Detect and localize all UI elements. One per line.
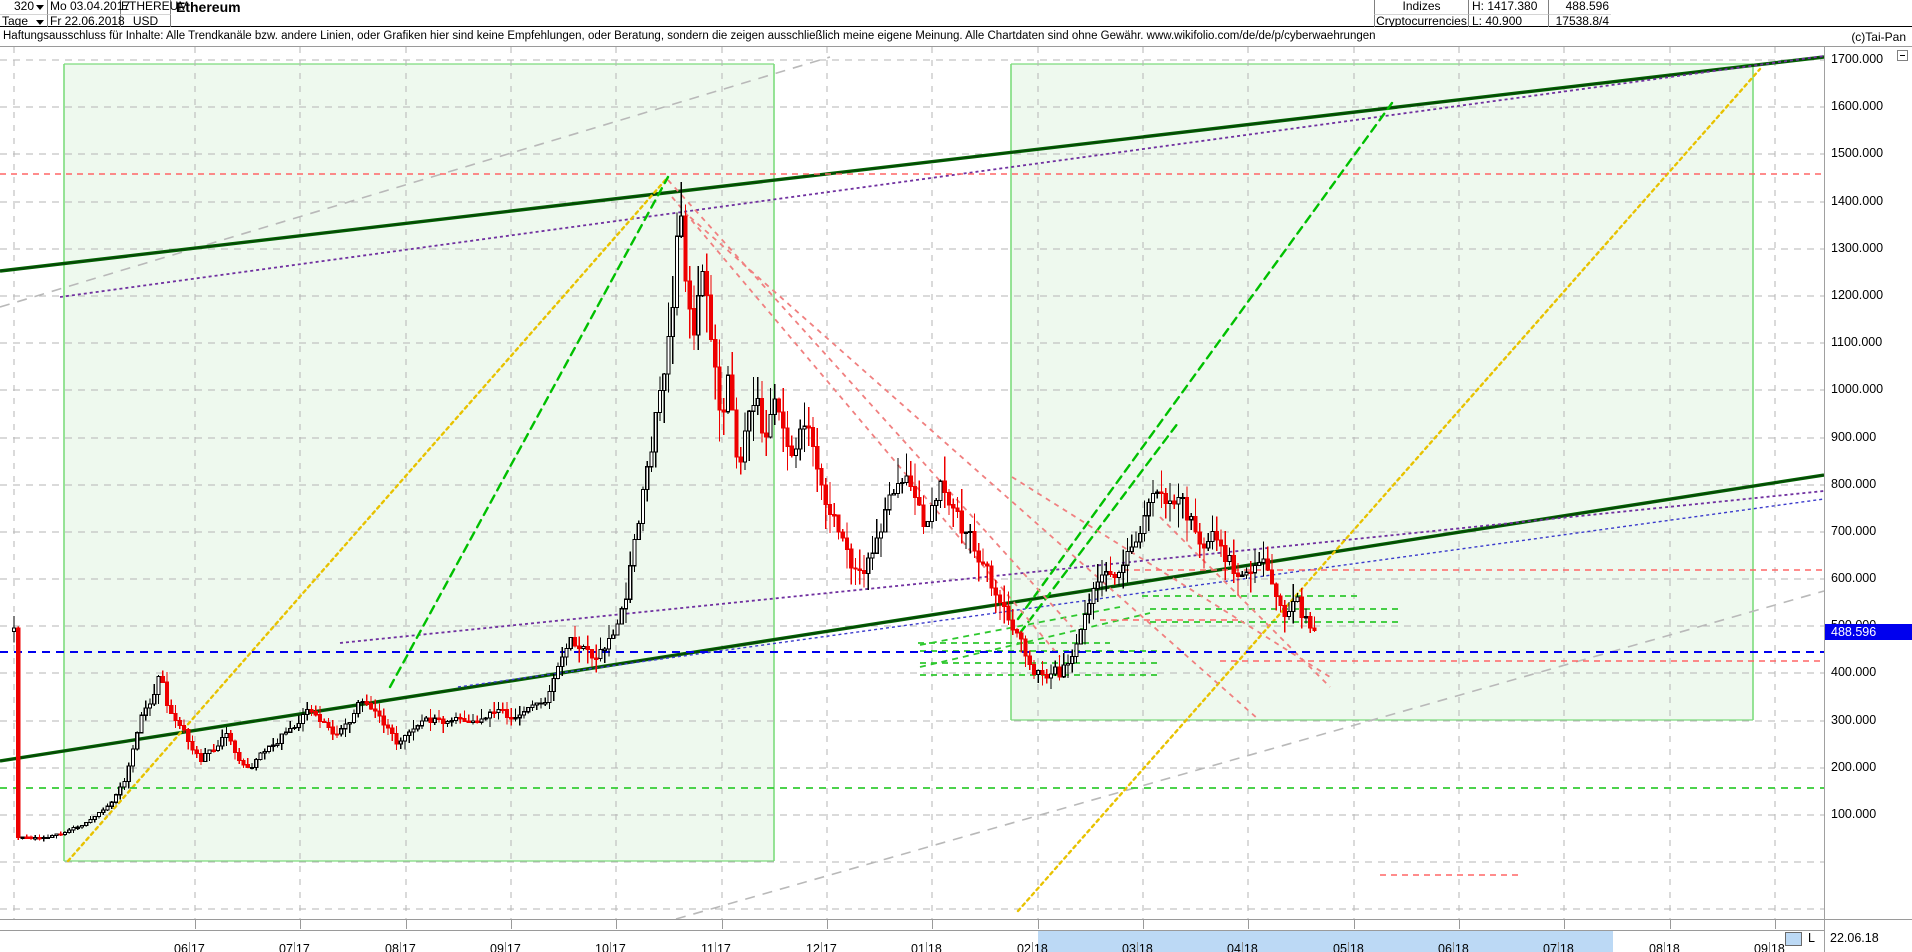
price-tick: 900.000 [1831,429,1877,444]
red-resistance-lines [0,173,1824,876]
time-tick-mark [827,920,828,929]
time-tick-mark [1775,920,1776,929]
time-tick-mark [1459,920,1460,929]
selection-date: 22.06.18 [1830,931,1879,945]
date-to-field[interactable]: Fr 22.06.2018 [48,14,125,28]
currency-label[interactable]: USD [121,14,171,28]
price-tick: 400.000 [1831,665,1877,680]
price-tick: 1400.000 [1831,193,1884,208]
collapse-icon[interactable] [1897,50,1908,61]
disclaimer-bar: Haftungsausschluss für Inhalte: Alle Tre… [0,27,1912,47]
price-tick: 1300.000 [1831,240,1884,255]
time-tick: 02 18 [1017,942,1048,952]
time-tick-mark [1564,920,1565,929]
period-unit-value: Tage [2,14,29,28]
price-tick: 1200.000 [1831,287,1884,302]
chart-plot-area[interactable] [0,47,1824,919]
volume-value: 17538.8/4 [1549,14,1611,28]
price-tick: 1000.000 [1831,382,1884,397]
chart-canvas [0,47,1824,919]
time-tick: 07 18 [1543,942,1574,952]
candlestick-series [11,181,1317,842]
period-high-value: H: 1417.380 [1469,0,1549,14]
period-low-value: L: 40.900 [1469,14,1549,28]
chart-toolbar: 320 Tage Mo 03.04.2017 Fr 22.06.2018 ETH… [0,0,1912,28]
channel-box-left [63,63,775,862]
selection-swatch [1785,932,1802,946]
time-tick: 10 17 [595,942,626,952]
price-tick: 1500.000 [1831,146,1884,161]
time-tick-mark [1143,920,1144,929]
price-tick: 100.000 [1831,807,1877,821]
symbol-label[interactable]: ETHEREUM [121,0,189,14]
time-tick: 08 17 [385,942,416,952]
price-tick: 1100.000 [1831,335,1883,350]
price-tick: 200.000 [1831,759,1877,774]
time-tick: 06 17 [174,942,205,952]
period-count-dropdown[interactable]: 320 [0,0,48,14]
axis-corner-cell: L 22.06.18 [1785,919,1912,952]
time-tick-mark [1670,920,1671,929]
time-axis-track: 06 17 07 17 08 17 09 17 10 17 11 17 12 17 01 18 02 18 03 18… [0,930,1824,952]
blue-dotted-trendline [457,498,1824,688]
time-tick: 01 18 [911,942,942,952]
chevron-down-icon [36,20,44,25]
time-tick-mark [616,920,617,929]
time-tick: 06 18 [1438,942,1469,952]
time-tick: 09 18 [1754,942,1785,952]
period-unit-dropdown[interactable]: Tage [0,14,48,28]
time-range-highlight [1038,931,1613,952]
green-support-clusters [918,595,1400,676]
time-tick-mark [722,920,723,929]
time-tick: 07 17 [279,942,310,952]
price-tick: 600.000 [1831,571,1877,586]
last-price-badge: 488.596 [1825,623,1912,640]
category-primary: Indizes [1374,0,1469,14]
time-tick-mark [1248,920,1249,929]
instrument-title: Ethereum [176,0,241,15]
last-price-value: 488.596 [1565,0,1609,13]
category-secondary: Cryptocurrencies [1374,14,1469,28]
time-tick-mark [195,920,196,929]
selection-label: L [1808,931,1815,945]
price-tick: 1700.000 [1831,52,1884,66]
price-tick: 800.000 [1831,476,1877,491]
time-tick-mark [300,920,301,929]
time-tick: 04 18 [1227,942,1258,952]
time-tick-mark [1354,920,1355,929]
date-from-field[interactable]: Mo 03.04.2017 [50,0,131,14]
price-axis[interactable]: 1700.000 1600.000 1500.000 1400.000 1300.000… [1824,47,1912,919]
yellow-trendlines [66,67,1762,913]
disclaimer-text: Haftungsausschluss für Inhalte: Alle Tre… [3,30,1376,42]
period-count-value: 320 [13,0,34,13]
purple-dotted-trendlines [59,55,1824,644]
time-tick: 09 17 [490,942,521,952]
time-tick: 08 18 [1649,942,1680,952]
time-axis[interactable]: 06 17 07 17 08 17 09 17 10 17 11 17 12 17 01 18 02 18 03 18… [0,919,1824,952]
price-tick: 300.000 [1831,712,1877,727]
time-tick: 11 17 [701,942,731,952]
grey-dashed-channel [0,56,1824,919]
price-tick: 700.000 [1831,523,1877,538]
time-tick-mark [511,920,512,929]
time-tick-mark [406,920,407,929]
time-tick-mark [1038,920,1039,929]
dark-green-trendlines [0,55,1824,763]
chevron-down-icon [36,5,44,10]
time-tick: 05 18 [1333,942,1364,952]
time-tick: 03 18 [1122,942,1153,952]
vendor-watermark: (c)Tai-Pan [1851,30,1906,44]
time-tick: 12 17 [806,942,837,952]
price-tick: 1600.000 [1831,99,1884,114]
time-tick-mark [932,920,933,929]
